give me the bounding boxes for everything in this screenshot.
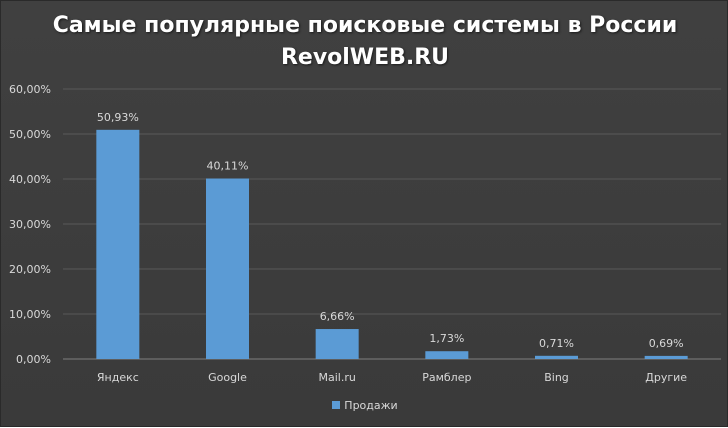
x-tick-label: Рамблер <box>422 371 471 384</box>
x-tick-label: Другие <box>645 371 687 384</box>
x-tick-label: Bing <box>544 371 569 384</box>
bar <box>644 355 688 359</box>
data-label: 0,71% <box>539 337 574 350</box>
x-tick-label: Mail.ru <box>318 371 355 384</box>
bar <box>425 351 469 359</box>
y-tick-label: 0,00% <box>16 353 51 366</box>
y-tick-label: 50,00% <box>9 128 51 141</box>
y-tick-label: 30,00% <box>9 218 51 231</box>
y-tick-label: 40,00% <box>9 173 51 186</box>
x-tick-label: Яндекс <box>97 371 139 384</box>
data-label: 40,11% <box>207 160 249 173</box>
chart-title: Самые популярные поисковые системы в Рос… <box>52 13 678 38</box>
bar <box>96 129 140 359</box>
legend-label: Продажи <box>344 399 398 412</box>
bar <box>535 355 578 359</box>
chart-subtitle: RevolWEB.RU <box>280 45 450 70</box>
legend: Продажи <box>1 399 728 412</box>
y-tick-label: 20,00% <box>9 263 51 276</box>
bar <box>206 178 249 359</box>
data-label: 6,66% <box>320 310 355 323</box>
legend-swatch <box>332 401 341 409</box>
data-label: 0,69% <box>649 337 684 350</box>
y-tick-label: 60,00% <box>9 83 51 96</box>
bar <box>315 329 359 359</box>
data-label: 1,73% <box>429 332 464 345</box>
data-label: 50,93% <box>97 111 139 124</box>
x-tick-label: Google <box>208 371 247 384</box>
y-tick-label: 10,00% <box>9 308 51 321</box>
